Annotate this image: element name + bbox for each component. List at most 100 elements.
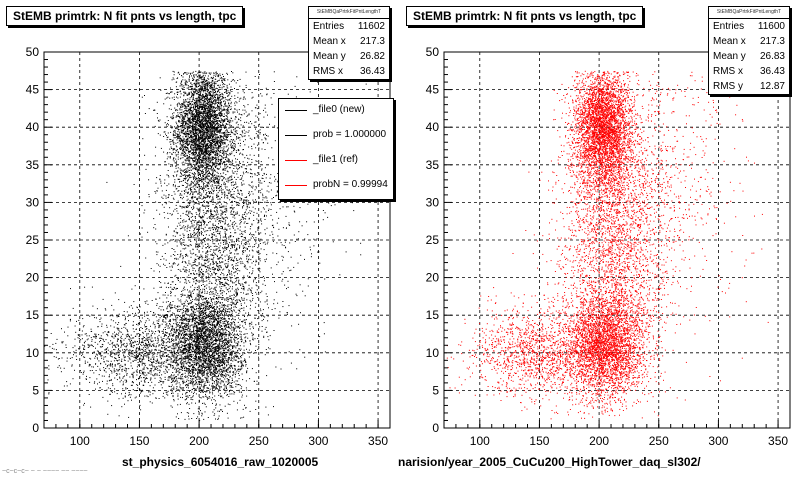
data-point [221, 98, 223, 100]
data-point [184, 120, 185, 122]
data-point [183, 369, 185, 371]
data-point [220, 338, 222, 340]
data-point [196, 170, 198, 172]
data-point [171, 406, 173, 408]
data-point [191, 88, 193, 89]
data-point [221, 81, 223, 83]
data-point [180, 157, 182, 159]
data-point [201, 106, 203, 108]
data-point [219, 314, 221, 316]
data-point [215, 309, 217, 311]
data-point [196, 162, 198, 164]
data-point [196, 324, 198, 326]
data-point [177, 91, 179, 93]
data-point [193, 340, 195, 342]
data-point [215, 404, 217, 406]
data-point [220, 160, 222, 162]
data-point [168, 108, 170, 110]
data-point [233, 345, 235, 347]
data-point [210, 114, 212, 116]
data-point [206, 136, 208, 138]
data-point [215, 297, 217, 299]
data-point [222, 330, 224, 332]
data-point [198, 296, 200, 298]
data-point [192, 118, 194, 120]
data-point [157, 119, 159, 121]
data-point [239, 353, 241, 355]
data-point [219, 99, 221, 101]
data-point [183, 318, 185, 320]
data-point [194, 138, 196, 140]
data-point [199, 192, 201, 194]
data-point [190, 104, 192, 106]
data-point [205, 143, 207, 145]
data-point [204, 85, 206, 87]
data-point [203, 143, 205, 145]
data-point [205, 96, 207, 98]
data-point [191, 157, 193, 159]
data-point [208, 150, 210, 152]
data-point [242, 354, 244, 356]
data-point [206, 112, 208, 114]
data-point [176, 137, 178, 138]
data-point [185, 135, 186, 137]
data-point [211, 325, 213, 327]
data-point [136, 384, 138, 386]
data-point [228, 180, 230, 182]
data-point [213, 317, 215, 319]
data-point [163, 103, 165, 105]
data-point [221, 188, 222, 190]
data-point [240, 360, 242, 362]
data-point [216, 131, 218, 133]
data-point [193, 93, 195, 95]
data-point [244, 302, 246, 304]
data-point [204, 376, 206, 378]
data-point [247, 351, 249, 353]
data-point [188, 174, 190, 176]
data-point [190, 180, 192, 182]
data-point [227, 369, 229, 371]
data-point [210, 77, 212, 79]
data-point [215, 339, 217, 341]
data-point [182, 119, 183, 121]
data-point [223, 109, 225, 111]
data-point [198, 166, 200, 168]
data-point [203, 374, 205, 376]
data-point [207, 103, 209, 105]
data-point [198, 328, 200, 330]
data-point [228, 120, 230, 122]
data-point [173, 386, 175, 388]
data-point [212, 108, 214, 110]
data-point [239, 324, 241, 326]
data-point [198, 96, 200, 98]
data-point [206, 126, 208, 128]
data-point [207, 375, 209, 377]
data-point [219, 116, 221, 118]
data-point [196, 109, 198, 110]
data-point [211, 126, 213, 128]
data-point [202, 86, 204, 88]
data-point [174, 126, 176, 128]
data-point [234, 127, 236, 129]
data-point [225, 311, 227, 313]
data-point [223, 108, 225, 110]
data-point [192, 372, 194, 374]
data-point [177, 324, 179, 326]
data-point [226, 374, 228, 376]
data-point [197, 122, 199, 124]
data-point [179, 137, 181, 139]
data-point [181, 144, 183, 146]
data-point [188, 121, 190, 122]
data-point [236, 121, 238, 123]
data-point [218, 103, 219, 104]
data-point [144, 113, 146, 114]
data-point [198, 117, 200, 119]
data-point [207, 335, 209, 337]
data-point [220, 94, 222, 96]
data-point [217, 172, 219, 174]
data-point [210, 72, 212, 74]
data-point [205, 159, 207, 161]
data-point [191, 145, 193, 147]
data-point [229, 386, 231, 388]
data-point [204, 154, 206, 156]
